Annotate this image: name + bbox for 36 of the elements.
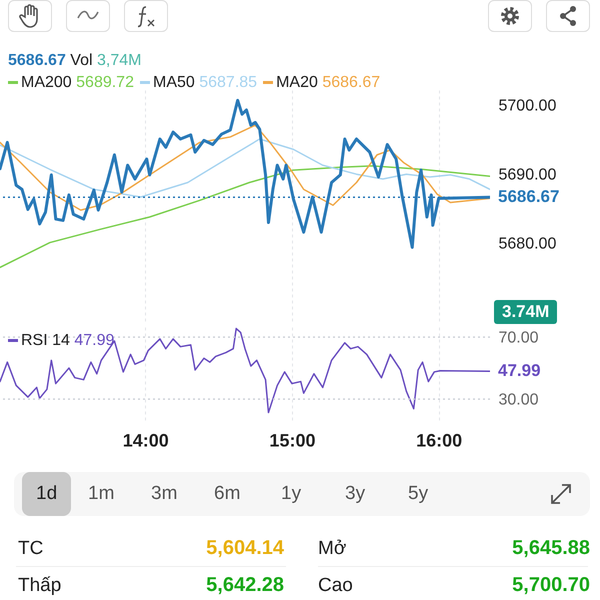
text: 3.74M <box>494 300 558 324</box>
text: 3m <box>151 483 178 505</box>
legend-label: MA200 5689.72 <box>21 74 134 91</box>
text: 1m <box>88 483 114 505</box>
y-tick-label: 5700.00 <box>498 98 556 115</box>
annotation: 47.99 <box>498 361 541 380</box>
text: 5,700.70 <box>512 574 590 597</box>
line-series <box>0 165 490 268</box>
line-series <box>0 138 490 198</box>
text: 1d <box>22 472 72 516</box>
text: 5686.67 <box>8 52 67 69</box>
legend-label: MA20 5686.67 <box>276 74 380 91</box>
text: 5,642.28 <box>206 574 284 597</box>
text: Vol 3,74M <box>70 52 142 69</box>
text: Mở <box>318 538 346 560</box>
text: 3y <box>345 483 366 505</box>
y-tick-label: 5680.00 <box>498 236 556 253</box>
text: TC <box>18 538 44 560</box>
y-tick-label: 70.00 <box>498 330 539 347</box>
text: 5y <box>408 483 428 505</box>
y-tick-label: 5690.00 <box>498 166 556 184</box>
legend-label: RSI 14 47.99 <box>21 332 114 349</box>
text: Cao <box>318 575 353 597</box>
y-tick-label: 30.00 <box>498 392 539 409</box>
text: 5,645.88 <box>512 537 590 560</box>
text: 1y <box>281 483 302 505</box>
line-series <box>0 328 490 414</box>
x-tick-label: 15:00 <box>269 430 316 450</box>
legend-label: MA50 5687.85 <box>152 74 258 91</box>
ref-line-label: 5686.67 <box>498 187 560 206</box>
x-tick-label: 14:00 <box>122 430 169 450</box>
text: Thấp <box>18 575 62 597</box>
line-series <box>0 124 490 211</box>
text: 6m <box>214 483 240 505</box>
text: 5,604.14 <box>206 537 284 560</box>
x-tick-label: 16:00 <box>416 430 462 450</box>
